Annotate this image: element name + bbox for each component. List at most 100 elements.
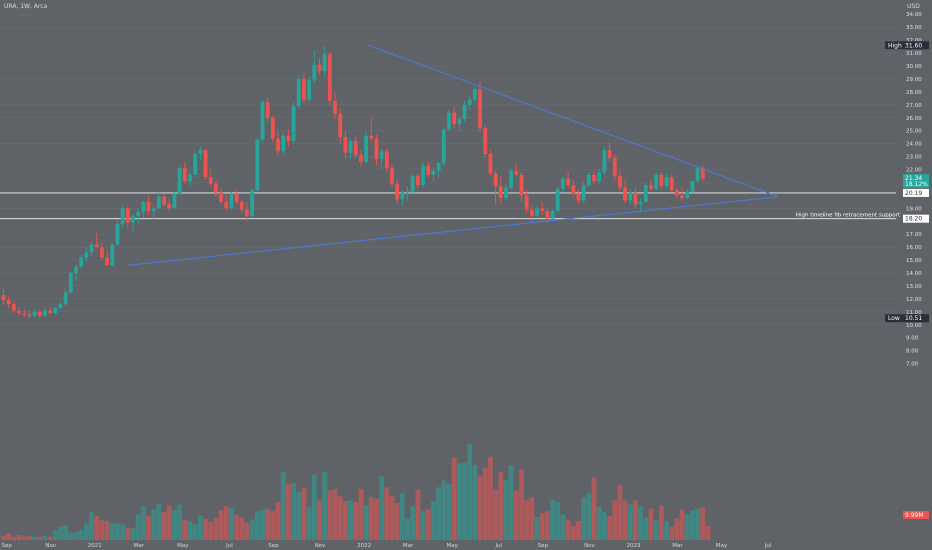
time-tick-label: May xyxy=(446,543,458,549)
volume-bar xyxy=(399,493,405,540)
price-tick-label: 24.00 xyxy=(906,142,922,148)
candle-body xyxy=(353,141,358,156)
lower-trendline xyxy=(127,196,778,266)
volume-bar xyxy=(161,512,167,540)
candle-body xyxy=(519,174,524,196)
candle-body xyxy=(94,244,99,248)
candles xyxy=(1,45,705,319)
candle-body xyxy=(561,178,565,189)
time-tick-label: 2022 xyxy=(357,543,371,549)
price-tick-label: 15.00 xyxy=(906,258,922,264)
candle-body xyxy=(11,304,16,311)
volume-bar xyxy=(612,500,618,540)
volume-bar xyxy=(374,498,379,540)
candle-body xyxy=(374,138,379,160)
volume-bar xyxy=(529,497,535,540)
volume-bar xyxy=(379,476,385,540)
volume-bar xyxy=(337,496,343,540)
volume-bar xyxy=(627,504,633,540)
time-tick-label: Jul xyxy=(494,543,502,549)
volume-bar xyxy=(89,512,94,540)
volume-bar xyxy=(6,533,12,540)
volume-bar xyxy=(342,501,348,540)
volume-bar xyxy=(674,518,680,540)
volume-bar xyxy=(254,511,260,540)
volume-bar xyxy=(120,524,126,540)
price-tick-label: 33.00 xyxy=(906,25,922,31)
candle-body xyxy=(302,78,306,100)
volume-bar xyxy=(197,515,203,540)
candle-body xyxy=(586,174,591,186)
volume-bar xyxy=(249,519,255,540)
time-tick-label: Nov xyxy=(584,543,595,549)
price-tick-label: 26.00 xyxy=(906,116,922,122)
volume-bar xyxy=(539,513,545,540)
candle-body xyxy=(441,129,446,164)
candle-body xyxy=(68,273,73,293)
candle-body xyxy=(452,112,457,125)
volume-bar xyxy=(182,519,188,540)
candle-body xyxy=(457,119,462,125)
time-tick-label: Sep xyxy=(538,543,549,549)
candle-body xyxy=(110,244,115,266)
volume-bar xyxy=(513,490,519,540)
candle-body xyxy=(219,192,223,202)
volume-bar xyxy=(32,536,37,540)
candle-body xyxy=(467,99,472,105)
volume-bar xyxy=(286,484,291,540)
candle-body xyxy=(581,185,586,201)
price-tick-label: 11.00 xyxy=(906,310,922,316)
candle-body xyxy=(286,135,291,142)
candle-body xyxy=(74,266,78,274)
volume-bar xyxy=(695,508,701,540)
price-tick-label: 17.00 xyxy=(906,232,922,238)
time-tick-label: Jul xyxy=(225,543,233,549)
candle-body xyxy=(131,216,135,223)
volume-bar xyxy=(700,507,706,540)
candle-body xyxy=(436,163,441,171)
candle-body xyxy=(612,157,617,176)
candle-body xyxy=(359,155,363,162)
volume-bar xyxy=(363,505,369,540)
candle-body xyxy=(172,194,177,209)
price-tick-label: 9.00 xyxy=(906,336,919,342)
price-badge-bg xyxy=(903,214,929,223)
candle-body xyxy=(79,257,84,267)
candle-body xyxy=(545,210,550,219)
volume-bar xyxy=(234,515,239,540)
price-badge-bg xyxy=(903,314,929,323)
candle-body xyxy=(327,54,332,101)
candle-body xyxy=(675,190,679,196)
volume-bar xyxy=(260,509,265,540)
volume-bar xyxy=(348,500,353,540)
candle-body xyxy=(208,177,213,184)
volume-bar xyxy=(493,489,498,540)
volume-bar xyxy=(213,517,219,540)
volume-bar xyxy=(638,506,644,540)
volume-bar xyxy=(488,456,493,540)
volume-bar xyxy=(565,519,571,540)
candle-body xyxy=(48,310,53,314)
volume-bar xyxy=(394,502,400,540)
volume-bar xyxy=(52,530,58,540)
currency-label: USD xyxy=(907,3,920,10)
candle-body xyxy=(307,80,312,100)
candle-body xyxy=(27,314,32,316)
candle-body xyxy=(462,104,467,120)
volume-bar xyxy=(684,514,690,540)
candle-body xyxy=(338,113,343,138)
price-tick-label: 27.00 xyxy=(906,103,922,109)
volume-bar xyxy=(576,521,581,540)
candle-body xyxy=(120,208,125,224)
volume-bar xyxy=(58,526,63,540)
time-tick-label: Mar xyxy=(134,543,145,549)
volume-bar xyxy=(410,506,416,540)
time-tick-label: Sep xyxy=(268,543,279,549)
price-tick-label: 23.00 xyxy=(906,155,922,161)
candle-body xyxy=(343,137,348,153)
volume-bar xyxy=(669,526,675,540)
horizontal-lines: High timeline fib retracement support xyxy=(0,192,901,220)
candle-body xyxy=(115,223,120,245)
volume-bar xyxy=(223,506,229,540)
